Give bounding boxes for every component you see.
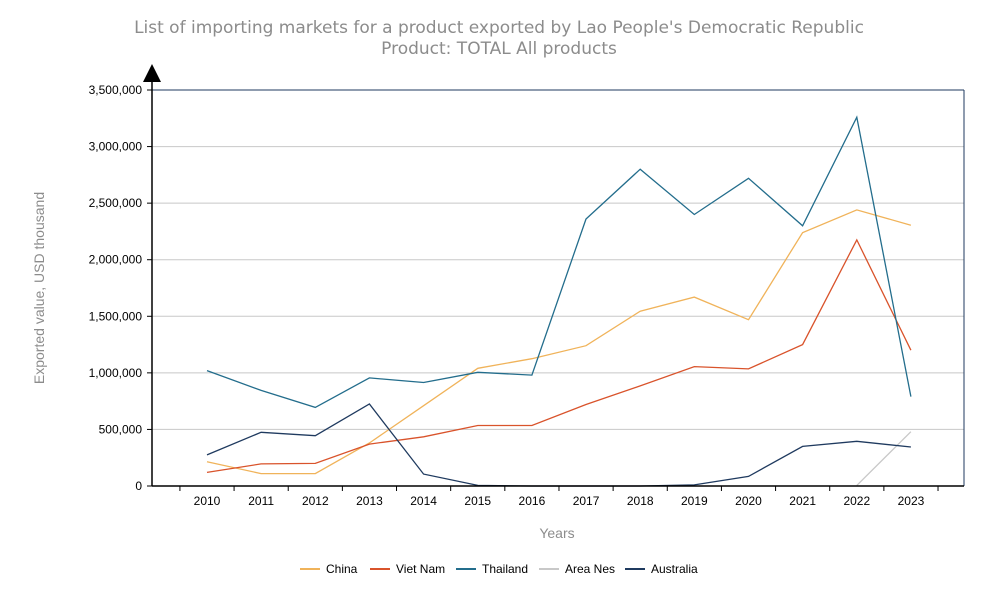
y-tick-label: 3,000,000 (89, 140, 143, 154)
x-tick-label: 2020 (735, 494, 762, 508)
legend-item-china[interactable]: China (300, 562, 358, 576)
legend-label: Viet Nam (396, 562, 445, 576)
x-tick-label: 2011 (248, 494, 274, 508)
y-axis-title: Exported value, USD thousand (31, 192, 47, 384)
x-tick-label: 2019 (681, 494, 708, 508)
gridlines (152, 89, 964, 430)
series-line-area-nes (856, 431, 912, 486)
x-tick-label: 2021 (789, 494, 816, 508)
legend-item-australia[interactable]: Australia (625, 562, 698, 576)
legend-label: China (326, 562, 358, 576)
chart-subtitle: Product: TOTAL All products (381, 39, 617, 59)
y-tick-label: 1,000,000 (89, 366, 143, 380)
y-axis-arrow-icon (143, 64, 161, 82)
x-tick-label: 2017 (573, 494, 600, 508)
y-tick-label: 0 (135, 479, 142, 493)
x-tick-label: 2016 (519, 494, 546, 508)
x-tick-label: 2023 (898, 494, 925, 508)
series-line-china (206, 209, 912, 475)
legend-label: Thailand (482, 562, 528, 576)
legend-item-thailand[interactable]: Thailand (456, 562, 528, 576)
legend[interactable]: China Viet Nam Thailand Area Nes Australia (300, 562, 698, 576)
axes: 0 500,000 1,000,000 1,500,000 2,000,000 2,500… (89, 64, 965, 508)
legend-label: Area Nes (565, 562, 615, 576)
y-tick-label: 3,500,000 (89, 83, 143, 97)
x-tick-label: 2013 (356, 494, 383, 508)
y-tick-label: 1,500,000 (89, 309, 143, 323)
x-tick-label: 2018 (627, 494, 654, 508)
x-tick-label: 2010 (194, 494, 221, 508)
x-axis-title: Years (539, 525, 574, 541)
series-lines (206, 115, 912, 487)
y-tick-label: 500,000 (99, 422, 143, 436)
series-line-viet-nam (206, 238, 912, 474)
chart-title-block: List of importing markets for a product … (0, 18, 998, 60)
chart-title: List of importing markets for a product … (134, 18, 864, 38)
y-tick-label: 2,000,000 (89, 253, 143, 267)
legend-label: Australia (651, 562, 698, 576)
x-tick-label: 2014 (410, 494, 437, 508)
series-line-thailand (206, 115, 912, 409)
x-tick-label: 2012 (302, 494, 329, 508)
legend-item-area-nes[interactable]: Area Nes (539, 562, 615, 576)
legend-item-viet-nam[interactable]: Viet Nam (370, 562, 445, 576)
x-tick-label: 2022 (843, 494, 870, 508)
y-tick-label: 2,500,000 (89, 196, 143, 210)
x-tick-label: 2015 (464, 494, 491, 508)
